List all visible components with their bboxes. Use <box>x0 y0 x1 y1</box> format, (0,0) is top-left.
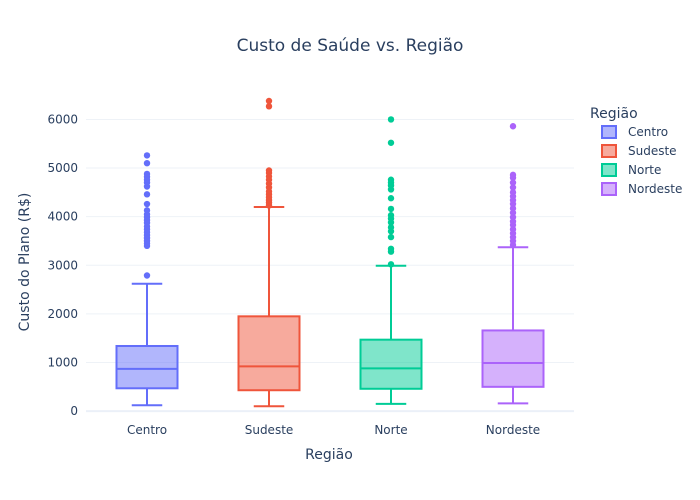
y-tick-label: 5000 <box>47 161 78 175</box>
y-tick-label: 3000 <box>47 258 78 272</box>
outlier-point <box>387 139 395 146</box>
legend-swatch <box>601 163 617 177</box>
outlier-point <box>265 97 273 105</box>
iqr-box <box>481 329 545 388</box>
x-tick-label: Norte <box>374 423 407 437</box>
x-tick-label: Sudeste <box>245 423 294 437</box>
outlier-point <box>143 207 151 214</box>
y-tick-label: 1000 <box>47 356 78 370</box>
y-tick-label: 0 <box>70 404 78 418</box>
iqr-box <box>115 344 179 390</box>
outlier-point <box>143 152 151 159</box>
y-tick-label: 6000 <box>47 112 78 126</box>
outlier-point <box>387 212 395 219</box>
outlier-point <box>509 189 517 196</box>
outlier-point <box>387 233 395 241</box>
legend-item-sudeste[interactable]: Sudeste <box>601 144 677 158</box>
outlier-point <box>143 191 151 198</box>
outlier-point <box>143 160 151 167</box>
y-axis-title: Custo do Plano (R$) <box>17 193 33 332</box>
outlier-point <box>387 176 395 183</box>
outlier-point <box>143 272 151 279</box>
outlier-point <box>509 226 517 233</box>
legend: Região Centro Sudeste Norte Nordeste <box>590 106 682 196</box>
axes-layer: 0 1000 2000 3000 4000 5000 6000 Centro Sudeste No… <box>47 112 540 437</box>
legend-swatch <box>601 182 617 196</box>
outlier-point <box>509 209 517 216</box>
outlier-point <box>509 205 517 212</box>
outlier-point <box>509 179 517 186</box>
box-norte <box>359 116 423 405</box>
outlier-point <box>509 213 517 221</box>
outlier-point <box>143 170 151 178</box>
outlier-point <box>387 205 395 213</box>
legend-label: Sudeste <box>628 144 677 158</box>
boxes-layer <box>115 97 545 408</box>
legend-title: Região <box>590 106 638 122</box>
iqr-box <box>359 338 423 390</box>
outlier-point <box>509 123 517 130</box>
legend-swatch <box>601 144 617 158</box>
legend-swatch <box>601 125 617 139</box>
outlier-point <box>387 245 395 252</box>
legend-item-nordeste[interactable]: Nordeste <box>601 182 682 196</box>
legend-label: Centro <box>628 125 668 139</box>
box-sudeste <box>237 97 301 408</box>
legend-label: Nordeste <box>628 182 682 196</box>
outlier-point <box>143 200 151 208</box>
y-tick-label: 2000 <box>47 307 78 321</box>
x-axis-title: Região <box>305 447 353 463</box>
outlier-point <box>509 184 517 191</box>
outlier-point <box>265 103 273 110</box>
x-tick-label: Centro <box>127 423 167 437</box>
outlier-point <box>509 171 517 179</box>
outlier-point <box>387 261 395 268</box>
outlier-point <box>265 167 273 174</box>
box-centro <box>115 152 179 407</box>
outlier-point <box>387 224 395 231</box>
legend-label: Norte <box>628 163 661 177</box>
chart-title: Custo de Saúde vs. Região <box>237 36 464 56</box>
outlier-point <box>387 116 395 123</box>
legend-item-centro[interactable]: Centro <box>601 125 668 139</box>
x-tick-label: Nordeste <box>486 423 540 437</box>
outlier-point <box>387 195 395 202</box>
iqr-box <box>237 315 301 392</box>
legend-item-norte[interactable]: Norte <box>601 163 661 177</box>
outlier-point <box>509 218 517 225</box>
box-nordeste <box>481 123 545 405</box>
y-tick-label: 4000 <box>47 210 78 224</box>
